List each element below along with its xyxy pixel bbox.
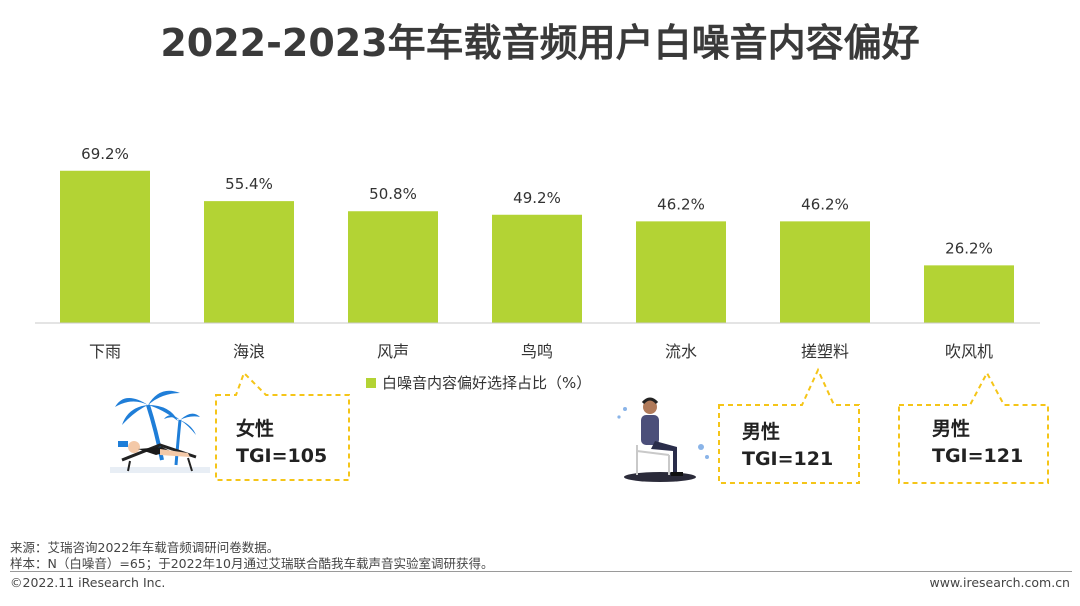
callout-tgi: TGI=121 [742, 448, 834, 470]
value-label-6: 26.2% [945, 239, 993, 257]
value-label-5: 46.2% [801, 195, 849, 213]
bar-6 [924, 265, 1014, 323]
footer-sample: 样本：N（白噪音）=65；于2022年10月通过艾瑞联合酷我车载声音实验室调研获… [10, 556, 494, 571]
callout-frame-0 [215, 371, 350, 481]
bar-3 [492, 214, 582, 323]
category-label-4: 流水 [665, 342, 697, 361]
callout-female: 女性 TGI=105 [236, 416, 327, 470]
category-label-0: 下雨 [89, 342, 121, 361]
category-label-1: 海浪 [233, 342, 265, 361]
page-title: 2022-2023年车载音频用户白噪音内容偏好 [160, 21, 920, 65]
footer-divider [10, 571, 1072, 572]
callout-gender: 男性 [932, 418, 971, 440]
footer-source: 来源：艾瑞咨询2022年车载音频调研问卷数据。 [10, 540, 280, 555]
category-label-2: 风声 [377, 342, 409, 361]
bars-layer: 69.2% 下雨 55.4% 海浪 50.8% 风声 49.2% 鸟鸣 46.2% 流水 46.2%… [60, 145, 1049, 484]
callout-frame-2 [898, 370, 1049, 484]
callout-frame-1 [718, 367, 860, 484]
legend-swatch [366, 377, 376, 388]
value-label-2: 50.8% [369, 185, 417, 203]
value-label-1: 55.4% [225, 175, 273, 193]
callout-male-1: 男性 TGI=121 [742, 419, 833, 473]
legend-label: 白噪音内容偏好选择占比（%） [382, 374, 592, 392]
bar-2 [348, 211, 438, 323]
callout-gender: 男性 [742, 421, 781, 443]
value-label-4: 46.2% [657, 195, 705, 213]
category-label-5: 搓塑料 [801, 342, 849, 361]
category-label-3: 鸟鸣 [521, 342, 553, 361]
callout-gender: 女性 [236, 418, 275, 440]
value-label-3: 49.2% [513, 189, 561, 207]
callout-tgi: TGI=121 [932, 445, 1024, 467]
chart-legend: 白噪音内容偏好选择占比（%） [366, 372, 591, 393]
bar-4 [636, 221, 726, 323]
bar-1 [204, 201, 294, 323]
callout-tgi: TGI=105 [236, 445, 328, 467]
bar-0 [60, 170, 150, 323]
seated-listener-illustration [617, 397, 709, 482]
callout-male-2: 男性 TGI=121 [932, 416, 1023, 470]
bar-5 [780, 221, 870, 323]
footer-website: www.iresearch.com.cn [929, 575, 1071, 590]
beach-lounger-illustration [110, 390, 210, 473]
footer-copyright: ©2022.11 iResearch Inc. [10, 575, 166, 590]
value-label-0: 69.2% [81, 145, 129, 163]
category-label-6: 吹风机 [945, 342, 993, 361]
